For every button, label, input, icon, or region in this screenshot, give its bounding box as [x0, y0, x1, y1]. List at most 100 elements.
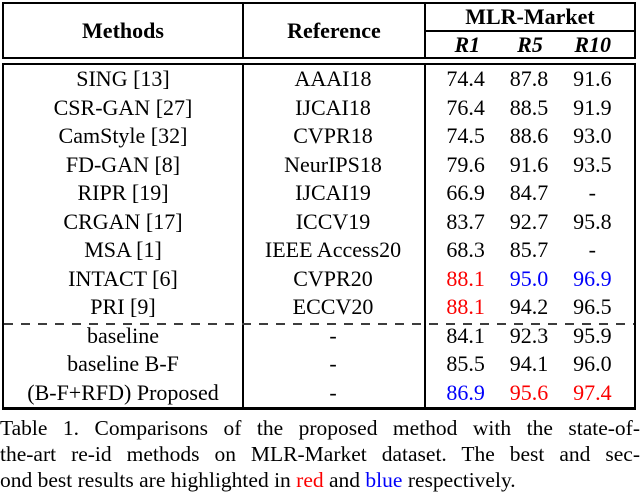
caption-line-1: Table 1. Comparisons of the proposed met…	[0, 416, 640, 440]
r1-value: 84.1	[446, 322, 485, 348]
r1-value: 86.9	[446, 379, 485, 405]
r10-value: 91.9	[573, 94, 612, 120]
reference-cell: IJCAI19	[295, 180, 371, 206]
reference-cell: IJCAI18	[295, 94, 371, 120]
values-cell: 83.7 92.7 95.8	[424, 209, 634, 235]
table-body: SING [13] AAAI18 74.4 87.8 91.6 CSR-GAN …	[2, 63, 636, 410]
table-row: CRGAN [17] ICCV19 83.7 92.7 95.8	[4, 208, 634, 237]
r1-value: 74.4	[446, 66, 485, 92]
values-cell: 84.1 92.3 95.9	[424, 323, 634, 349]
table-row: CamStyle [32] CVPR18 74.5 88.6 93.0	[4, 122, 634, 151]
method-cell: baseline B-F	[67, 351, 179, 377]
table-caption: Table 1. Comparisons of the proposed met…	[0, 415, 640, 493]
r10-value: -	[588, 237, 596, 263]
method-cell: CRGAN [17]	[63, 208, 183, 234]
values-cell: 88.1 95.0 96.9	[424, 266, 634, 292]
method-cell: FD-GAN [8]	[65, 151, 181, 177]
r1-value: 88.1	[446, 265, 485, 291]
r5-value: 85.7	[509, 237, 549, 263]
r1-value: 66.9	[446, 180, 485, 206]
r1-column-header: R1	[454, 32, 481, 57]
table-row: (B-F+RFD) Proposed - 86.9 95.6 97.4	[4, 379, 634, 408]
caption-text: respectively.	[402, 468, 516, 492]
method-cell: PRI [9]	[90, 294, 156, 320]
table-rows: SING [13] AAAI18 74.4 87.8 91.6 CSR-GAN …	[4, 65, 634, 407]
table-row: SING [13] AAAI18 74.4 87.8 91.6	[4, 65, 634, 94]
table-header: Methods Reference MLR-Market R1 R5 R10	[2, 2, 636, 59]
r10-value: 97.4	[573, 379, 612, 405]
r10-value: 96.9	[573, 265, 612, 291]
mlr-market-group-header: MLR-Market	[426, 4, 634, 32]
table-row: PRI [9] ECCV20 88.1 94.2 96.5	[4, 293, 634, 322]
values-cell: 85.5 94.1 96.0	[424, 351, 634, 377]
r1-value: 85.5	[446, 351, 485, 377]
r10-value: 96.5	[573, 294, 612, 320]
reference-cell: IEEE Access20	[264, 237, 402, 263]
r5-value: 88.5	[509, 94, 549, 120]
methods-column-header: Methods	[82, 17, 164, 43]
r1-value: 79.6	[446, 151, 485, 177]
reference-cell: AAAI18	[294, 66, 372, 92]
reference-cell: CVPR20	[293, 265, 373, 291]
reference-cell: CVPR18	[293, 123, 373, 149]
r10-value: 93.5	[573, 151, 612, 177]
reference-cell: ECCV20	[292, 294, 374, 320]
r5-value: 87.8	[509, 66, 549, 92]
caption-line-2: the-art re-id methods on MLR-Market data…	[0, 442, 640, 466]
reference-cell: -	[329, 322, 337, 348]
caption-text: and	[323, 468, 366, 492]
reference-cell: -	[329, 379, 337, 405]
reference-cell: NeurIPS18	[284, 151, 382, 177]
method-cell: (B-F+RFD) Proposed	[27, 379, 219, 405]
caption-red-word: red	[296, 468, 324, 492]
table-row: FD-GAN [8] NeurIPS18 79.6 91.6 93.5	[4, 151, 634, 180]
values-cell: 66.9 84.7 -	[424, 180, 634, 206]
reference-cell: ICCV19	[295, 208, 371, 234]
table-row: baseline B-F - 85.5 94.1 96.0	[4, 350, 634, 379]
method-cell: MSA [1]	[84, 237, 162, 263]
table-row: MSA [1] IEEE Access20 68.3 85.7 -	[4, 236, 634, 265]
r5-value: 92.3	[509, 322, 549, 348]
values-cell: 76.4 88.5 91.9	[424, 95, 634, 121]
r1-value: 88.1	[446, 294, 485, 320]
table-row: RIPR [19] IJCAI19 66.9 84.7 -	[4, 179, 634, 208]
values-cell: 86.9 95.6 97.4	[424, 380, 634, 406]
reference-column-header: Reference	[242, 4, 424, 57]
baseline-section-dashed-divider	[4, 323, 634, 325]
table-row: INTACT [6] CVPR20 88.1 95.0 96.9	[4, 265, 634, 294]
r5-value: 92.7	[509, 208, 549, 234]
r10-value: 91.6	[573, 66, 612, 92]
values-cell: 74.4 87.8 91.6	[424, 66, 634, 92]
r10-column-header: R10	[574, 32, 612, 57]
r1-value: 83.7	[446, 208, 485, 234]
rank-subheader-row: R1 R5 R10	[426, 32, 634, 58]
table-row: CSR-GAN [27] IJCAI18 76.4 88.5 91.9	[4, 94, 634, 123]
caption-blue-word: blue	[365, 468, 403, 492]
values-cell: 79.6 91.6 93.5	[424, 152, 634, 178]
r10-value: 95.9	[573, 322, 612, 348]
caption-text: ond best results are highlighted in	[0, 468, 297, 492]
mlr-market-column-group: MLR-Market R1 R5 R10	[424, 4, 634, 57]
method-cell: CSR-GAN [27]	[53, 94, 193, 120]
r5-value: 84.7	[509, 180, 549, 206]
r5-value: 94.2	[509, 294, 549, 320]
method-cell: CamStyle [32]	[58, 123, 188, 149]
r10-value: 96.0	[573, 351, 612, 377]
values-cell: 68.3 85.7 -	[424, 237, 634, 263]
caption-line-3: ond best results are highlighted in red …	[0, 467, 640, 493]
r5-value: 95.6	[509, 379, 549, 405]
method-cell: RIPR [19]	[77, 180, 169, 206]
r5-column-header: R5	[517, 32, 543, 57]
method-cell: baseline	[86, 322, 160, 348]
r5-value: 91.6	[509, 151, 549, 177]
r5-value: 95.0	[509, 265, 549, 291]
reference-values-divider	[424, 65, 426, 407]
r1-value: 76.4	[446, 94, 485, 120]
r1-value: 68.3	[446, 237, 485, 263]
method-cell: SING [13]	[76, 66, 170, 92]
values-cell: 88.1 94.2 96.5	[424, 294, 634, 320]
methods-reference-divider	[242, 65, 244, 407]
r5-value: 94.1	[509, 351, 549, 377]
values-cell: 74.5 88.6 93.0	[424, 123, 634, 149]
